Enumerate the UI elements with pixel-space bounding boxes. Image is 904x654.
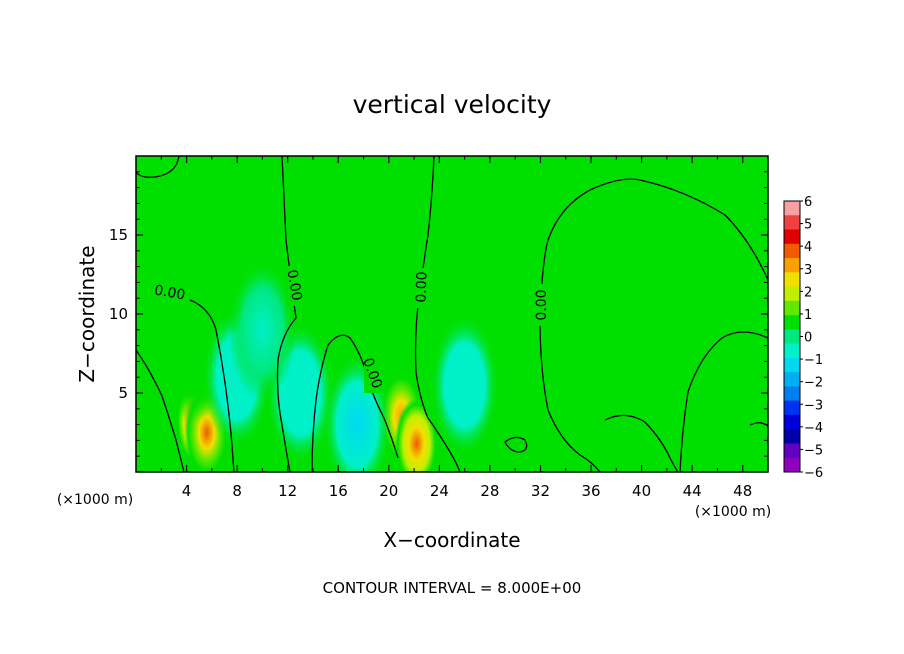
colorbar-swatch [784, 286, 800, 302]
colorbar-tick-label: −4 [804, 421, 823, 436]
y-axis-unit: (×1000 m) [57, 492, 133, 508]
x-tick-label: 40 [632, 482, 651, 500]
y-tick-label: 15 [109, 226, 128, 244]
x-tick-label: 32 [531, 482, 550, 500]
x-tick-label: 24 [430, 482, 449, 500]
colorbar-swatch [784, 300, 800, 316]
colorbar-swatch [784, 201, 800, 216]
colorbar-tick-label: −6 [804, 466, 823, 481]
contour-label-group: 0.00 0.00 0.00 0.00 0.00 [150, 266, 550, 393]
velocity-cell [228, 259, 297, 400]
y-axis: 5 10 15 [109, 171, 768, 457]
contour-line [547, 409, 601, 472]
colorbar-swatch [784, 400, 800, 416]
contour-line [276, 156, 297, 472]
contour-interval-note: CONTOUR INTERVAL = 8.000E+00 [323, 579, 582, 597]
x-axis-label: X−coordinate [383, 528, 520, 552]
x-tick-label: 12 [278, 482, 297, 500]
y-axis-label: Z−coordinate [75, 245, 99, 382]
colorbar-swatch [784, 258, 800, 273]
plot-area: 0.00 0.00 0.00 0.00 0.00 [136, 156, 768, 472]
colorbar-swatch [784, 457, 800, 473]
contour-line [679, 331, 768, 472]
colorbar-tick-label: 5 [804, 218, 812, 233]
colorbar-swatch [784, 229, 800, 245]
colorbar-tick-label: 6 [804, 195, 812, 210]
x-axis-unit: (×1000 m) [695, 504, 771, 520]
contour-label: 0.00 [153, 282, 186, 303]
y-tick-label: 10 [109, 305, 128, 323]
colorbar-tick-label: 2 [804, 285, 812, 300]
colorbar-swatch [784, 343, 800, 359]
contour-line [311, 344, 329, 472]
contour-label: 0.00 [534, 289, 550, 320]
x-tick-label: 4 [182, 482, 192, 500]
colorbar-tick-label: 3 [804, 263, 812, 278]
colorbar-swatch [784, 243, 800, 259]
contour-line [136, 156, 181, 178]
colorbar-swatch [784, 272, 800, 288]
velocity-cell [394, 397, 439, 472]
chart-title: vertical velocity [353, 90, 552, 119]
contour-line [749, 422, 768, 427]
colorbar-swatch [784, 315, 800, 330]
colorbar-swatch [784, 372, 800, 387]
colorbar-swatch [784, 215, 800, 231]
contour-line [136, 349, 185, 472]
contour-label: 0.00 [413, 271, 430, 303]
colorbar-tick-label: −3 [804, 398, 823, 413]
colorbar-tick-label: 0 [804, 331, 812, 346]
colorbar-swatch [784, 329, 800, 345]
contour-line [189, 299, 235, 472]
x-tick-label: 20 [379, 482, 398, 500]
field-features [158, 259, 499, 472]
velocity-cell [430, 315, 499, 456]
y-tick-label: 5 [118, 384, 128, 402]
x-tick-label: 44 [683, 482, 702, 500]
colorbar-swatch [784, 414, 800, 430]
colorbar-swatch [784, 443, 800, 459]
colorbar-tick-label: −1 [804, 353, 823, 368]
contour-line [504, 436, 528, 453]
x-tick-label: 36 [581, 482, 600, 500]
contour-label: 0.00 [283, 268, 304, 301]
colorbar-swatch [784, 357, 800, 373]
x-axis: 4 8 12 16 20 24 28 32 36 40 44 48 [160, 156, 752, 500]
x-tick-label: 48 [733, 482, 752, 500]
x-tick-label: 8 [232, 482, 242, 500]
colorbar-swatch [784, 429, 800, 444]
colorbar: 6 5 4 3 2 1 0 −1 −2 −3 −4 −5 −6 [783, 195, 823, 481]
colorbar-swatch [784, 386, 800, 402]
contour-line [414, 156, 461, 472]
x-tick-label: 16 [329, 482, 348, 500]
x-tick-label: 28 [480, 482, 499, 500]
colorbar-tick-label: 1 [804, 308, 812, 323]
contour-line [604, 414, 679, 472]
colorbar-tick-label: 4 [804, 240, 812, 255]
colorbar-tick-label: −2 [804, 376, 823, 391]
colorbar-tick-label: −5 [804, 443, 823, 458]
